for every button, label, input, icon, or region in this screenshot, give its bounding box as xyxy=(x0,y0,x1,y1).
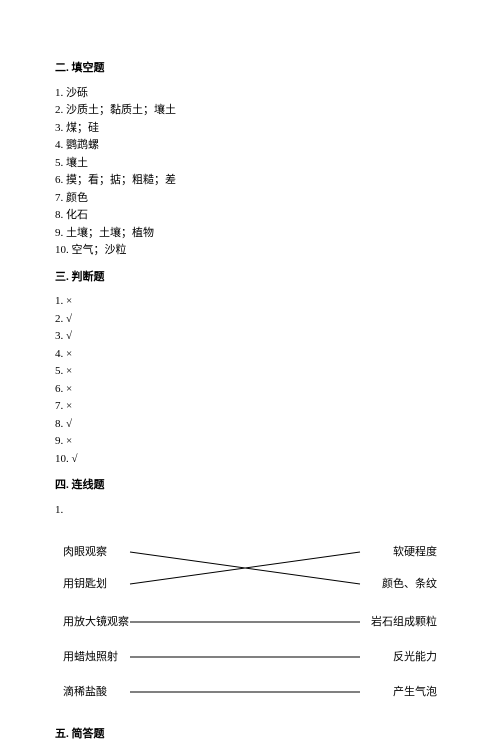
fill-blank-item: 1. 沙砾 xyxy=(55,85,445,102)
fill-blank-item: 4. 鹦鹉螺 xyxy=(55,137,445,154)
judgment-item: 10. √ xyxy=(55,451,445,468)
fill-blank-item: 9. 土壤；土壤；植物 xyxy=(55,225,445,242)
matching-diagram: 肉眼观察用钥匙划用放大镜观察用蜡烛照射滴稀盐酸软硬程度颜色、条纹岩石组成颗粒反光… xyxy=(55,536,445,716)
section-3-list: 1. ×2. √3. √4. ×5. ×6. ×7. ×8. √9. ×10. … xyxy=(55,293,445,467)
section-2-title: 二. 填空题 xyxy=(55,60,445,77)
section-5-title: 五. 简答题 xyxy=(55,726,445,743)
judgment-item: 9. × xyxy=(55,433,445,450)
fill-blank-item: 6. 摸；看；掂；粗糙；差 xyxy=(55,172,445,189)
section-2-list: 1. 沙砾2. 沙质土；黏质土；壤土3. 煤；硅4. 鹦鹉螺5. 壤土6. 摸；… xyxy=(55,85,445,259)
judgment-item: 8. √ xyxy=(55,416,445,433)
judgment-item: 1. × xyxy=(55,293,445,310)
matching-lines xyxy=(55,536,445,716)
fill-blank-item: 5. 壤土 xyxy=(55,155,445,172)
fill-blank-item: 10. 空气；沙粒 xyxy=(55,242,445,259)
section-3-title: 三. 判断题 xyxy=(55,269,445,286)
section-4-lead: 1. xyxy=(55,502,445,519)
fill-blank-item: 3. 煤；硅 xyxy=(55,120,445,137)
section-4-title: 四. 连线题 xyxy=(55,477,445,494)
fill-blank-item: 2. 沙质土；黏质土；壤土 xyxy=(55,102,445,119)
judgment-item: 5. × xyxy=(55,363,445,380)
judgment-item: 2. √ xyxy=(55,311,445,328)
judgment-item: 3. √ xyxy=(55,328,445,345)
fill-blank-item: 8. 化石 xyxy=(55,207,445,224)
judgment-item: 4. × xyxy=(55,346,445,363)
fill-blank-item: 7. 颜色 xyxy=(55,190,445,207)
judgment-item: 7. × xyxy=(55,398,445,415)
judgment-item: 6. × xyxy=(55,381,445,398)
